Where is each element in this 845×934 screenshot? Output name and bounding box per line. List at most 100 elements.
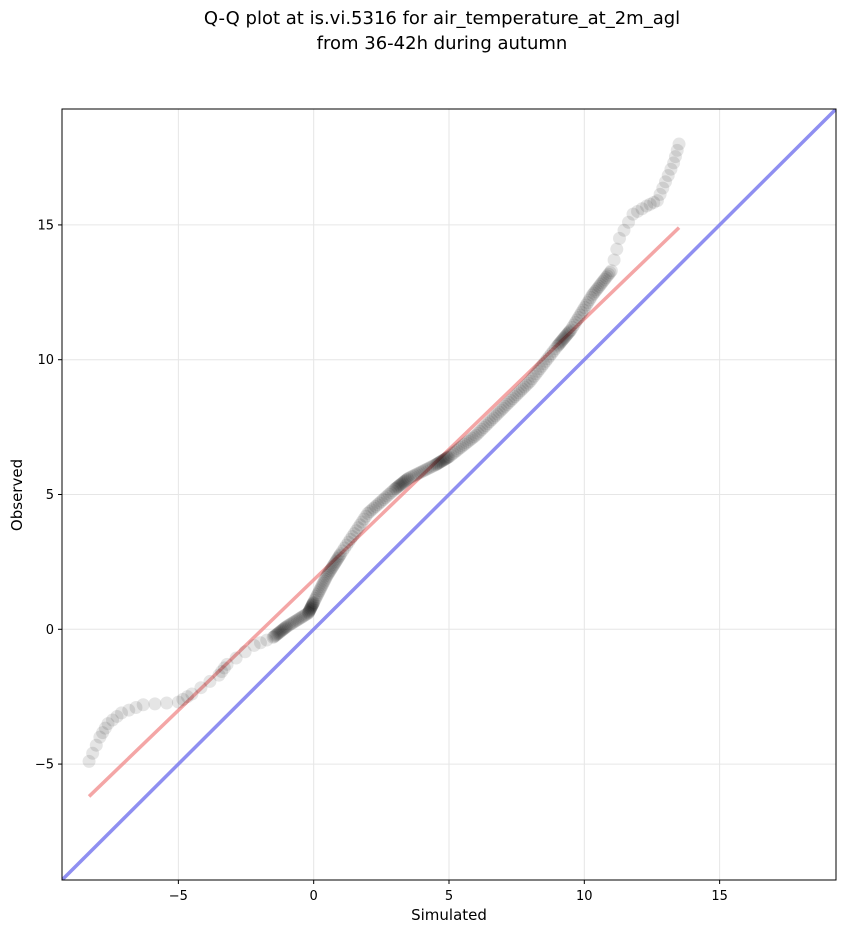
data-point [427, 459, 441, 473]
data-point [363, 505, 377, 519]
data-point [400, 472, 414, 486]
data-point [471, 426, 485, 440]
data-point [278, 621, 292, 635]
y-tick-label: −5 [35, 758, 54, 773]
data-point [305, 599, 319, 613]
data-point [313, 582, 327, 596]
data-point [217, 661, 231, 675]
data-point [473, 424, 487, 438]
data-point [653, 187, 667, 201]
data-point [604, 264, 618, 278]
data-point [136, 698, 150, 712]
data-point [203, 674, 217, 688]
quantile-points [82, 137, 686, 768]
data-point [668, 150, 682, 164]
y-tick-label: 0 [46, 623, 54, 638]
data-point [612, 231, 626, 245]
data-point [389, 481, 403, 495]
data-point [298, 608, 312, 622]
data-point [496, 401, 510, 415]
data-point [338, 541, 352, 555]
data-point [452, 442, 466, 456]
data-point [544, 347, 558, 361]
data-point [664, 162, 678, 176]
data-point [101, 717, 115, 731]
data-point [365, 503, 379, 517]
data-point [353, 518, 367, 532]
data-point [326, 559, 340, 573]
data-point [610, 242, 624, 256]
data-point [448, 445, 462, 459]
data-point [253, 636, 267, 650]
data-point [295, 610, 309, 624]
data-point [115, 706, 129, 720]
data-point [317, 574, 331, 588]
data-point [283, 618, 297, 632]
data-point [297, 609, 311, 623]
data-point [306, 597, 320, 611]
data-point [456, 439, 470, 453]
x-tick-label: 10 [576, 889, 593, 904]
data-point [328, 556, 342, 570]
data-point [523, 374, 537, 388]
data-point [454, 441, 468, 455]
data-point [357, 512, 371, 526]
data-point [483, 415, 497, 429]
data-point [430, 457, 444, 471]
data-point [305, 598, 319, 612]
data-point [575, 306, 589, 320]
data-point [598, 272, 612, 286]
data-point [486, 411, 500, 425]
data-point [565, 321, 579, 335]
data-point [302, 604, 316, 618]
x-tick-label: −5 [169, 889, 188, 904]
data-point [274, 624, 288, 638]
data-point [502, 395, 516, 409]
data-point [325, 561, 339, 575]
data-point [343, 532, 357, 546]
data-point [563, 324, 577, 338]
data-point [148, 697, 162, 711]
data-point [421, 462, 435, 476]
data-point [390, 481, 404, 495]
data-point [323, 564, 337, 578]
data-point [399, 473, 413, 487]
data-point [311, 588, 325, 602]
data-point [309, 591, 323, 605]
data-point [602, 267, 616, 281]
data-point [599, 271, 613, 285]
data-point [479, 419, 493, 433]
data-point [413, 466, 427, 480]
data-point [355, 515, 369, 529]
data-point [584, 291, 598, 305]
data-point [374, 494, 388, 508]
data-point [378, 491, 392, 505]
y-tick-label: 15 [37, 218, 54, 233]
data-point [324, 562, 338, 576]
data-point [304, 601, 318, 615]
data-point [369, 499, 383, 513]
y-tick-label: 10 [37, 353, 54, 368]
data-point [570, 313, 584, 327]
data-point [180, 690, 194, 704]
data-point [539, 354, 553, 368]
data-point [185, 687, 199, 701]
grid-lines [62, 109, 836, 880]
data-point [171, 695, 185, 709]
data-point [444, 448, 458, 462]
data-point [386, 484, 400, 498]
data-point [270, 627, 284, 641]
data-point [294, 611, 308, 625]
data-point [281, 619, 295, 633]
data-point [304, 600, 318, 614]
data-point [266, 630, 280, 644]
data-point [419, 463, 433, 477]
data-point [269, 628, 283, 642]
data-point [559, 329, 573, 343]
data-point [579, 298, 593, 312]
data-point [521, 376, 535, 390]
data-point [591, 281, 605, 295]
data-point [556, 332, 570, 346]
data-point [388, 482, 402, 496]
data-point [347, 527, 361, 541]
